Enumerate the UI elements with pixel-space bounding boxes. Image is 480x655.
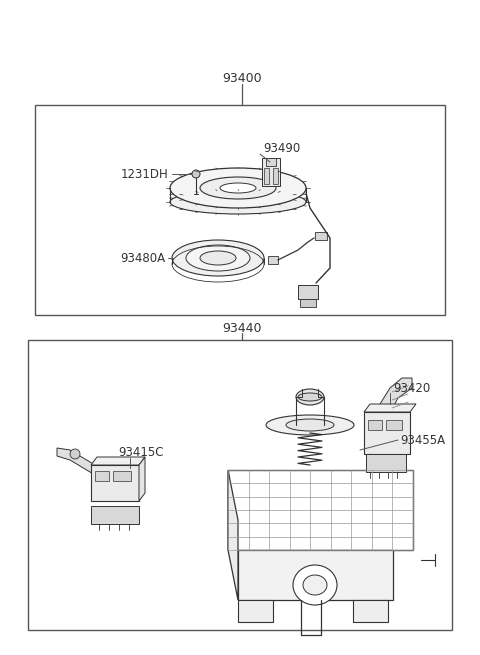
Bar: [95, 471, 109, 481]
Text: 1231DH: 1231DH: [120, 168, 168, 181]
Bar: [368, 420, 382, 430]
Ellipse shape: [303, 575, 327, 595]
Ellipse shape: [286, 419, 334, 431]
Bar: [386, 420, 402, 430]
Bar: [298, 285, 318, 299]
Ellipse shape: [186, 245, 250, 271]
Bar: [91, 506, 139, 524]
Text: 93480A: 93480A: [120, 252, 165, 265]
Ellipse shape: [220, 183, 256, 193]
Ellipse shape: [170, 190, 306, 214]
Bar: [268, 256, 278, 264]
Bar: [315, 232, 327, 240]
Ellipse shape: [296, 389, 324, 405]
Bar: [228, 470, 413, 550]
Bar: [35, 105, 445, 315]
Bar: [262, 158, 280, 186]
Bar: [238, 550, 393, 600]
Polygon shape: [139, 457, 145, 501]
Bar: [364, 412, 410, 454]
Bar: [238, 600, 273, 622]
Text: 93400: 93400: [222, 71, 262, 84]
Ellipse shape: [170, 168, 306, 208]
Text: 93420: 93420: [393, 381, 430, 394]
Text: 93455A: 93455A: [400, 434, 445, 447]
Ellipse shape: [70, 449, 80, 459]
Ellipse shape: [192, 170, 200, 178]
Ellipse shape: [200, 251, 236, 265]
Polygon shape: [375, 378, 412, 422]
Ellipse shape: [200, 177, 276, 199]
Ellipse shape: [298, 393, 322, 401]
Bar: [353, 600, 388, 622]
Bar: [366, 454, 406, 472]
Ellipse shape: [293, 565, 337, 605]
Bar: [264, 168, 269, 184]
Bar: [91, 465, 139, 501]
Text: 93415C: 93415C: [118, 445, 164, 458]
Polygon shape: [57, 448, 95, 475]
Polygon shape: [228, 470, 238, 600]
Bar: [300, 299, 316, 307]
Text: 93490: 93490: [263, 141, 300, 155]
Polygon shape: [364, 404, 416, 412]
Ellipse shape: [172, 240, 264, 276]
Bar: [28, 340, 452, 630]
Bar: [273, 168, 278, 184]
Ellipse shape: [266, 415, 354, 435]
Bar: [266, 158, 276, 166]
Polygon shape: [91, 457, 145, 465]
Text: 93440: 93440: [222, 322, 262, 335]
Bar: [113, 471, 131, 481]
